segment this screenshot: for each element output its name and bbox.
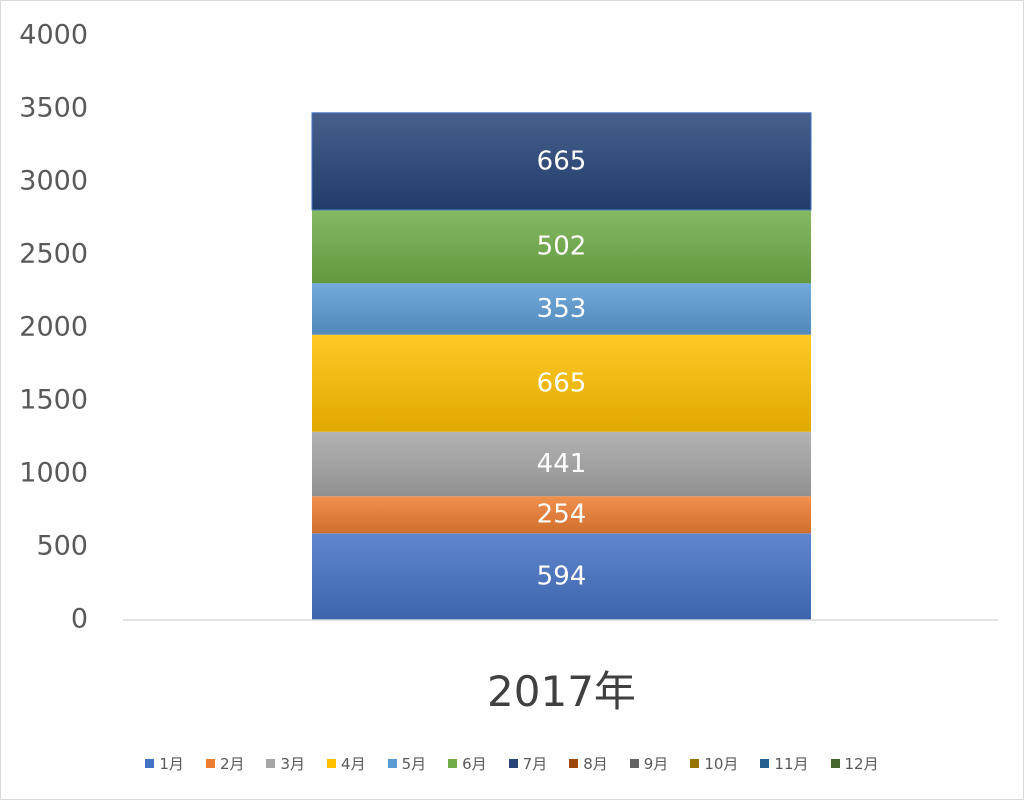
bar-segment-5月 — [312, 283, 811, 335]
data-label: 254 — [537, 500, 587, 530]
x-category-label: 2017年 — [487, 667, 636, 716]
chart-legend: 1月 2月 3月 4月 5月 6月 7月 8月 9月 10月 11月 12月 — [0, 748, 1024, 778]
legend-item: 10月 — [690, 753, 738, 774]
legend-label: 11月 — [774, 754, 809, 773]
legend-item: 11月 — [760, 753, 809, 774]
legend-label: 4月 — [341, 754, 366, 773]
bar-segment-4月 — [312, 334, 811, 432]
legend-item: 12月 — [830, 753, 879, 774]
legend-item: 9月 — [629, 753, 669, 774]
legend-label: 10月 — [704, 754, 739, 773]
legend-item: 5月 — [387, 753, 427, 774]
data-label: 441 — [537, 449, 587, 479]
legend-item: 1月 — [145, 753, 184, 774]
bar-segment-7月 — [311, 112, 812, 211]
legend-label: 6月 — [462, 754, 487, 773]
bar-segment-2月 — [312, 496, 811, 534]
y-tick-label: 3500 — [19, 93, 88, 124]
bar-segment-6月 — [312, 209, 811, 284]
x-axis: 2017年 — [487, 667, 636, 716]
legend-swatch — [830, 758, 840, 768]
legend-swatch — [266, 758, 276, 768]
y-tick-label: 1500 — [19, 385, 88, 416]
legend-label: 1月 — [159, 754, 184, 773]
bar-segment-3月 — [312, 431, 811, 497]
y-tick-label: 4000 — [19, 20, 88, 51]
y-tick-label: 0 — [71, 604, 88, 635]
legend-swatch — [327, 758, 337, 768]
legend-swatch — [760, 758, 770, 768]
legend-item: 4月 — [327, 753, 366, 774]
legend-label: 9月 — [643, 754, 669, 773]
legend-swatch — [690, 758, 700, 768]
legend-swatch — [569, 758, 579, 768]
legend-label: 5月 — [401, 754, 427, 773]
legend-label: 12月 — [844, 754, 879, 773]
legend-swatch — [448, 758, 458, 768]
y-tick-label: 2000 — [19, 312, 88, 343]
legend-item: 6月 — [448, 753, 487, 774]
legend-swatch — [205, 758, 215, 768]
y-axis: 0 500 1000 1500 2000 2500 3000 3500 4000 — [19, 20, 88, 635]
bar-segment-1月 — [312, 533, 811, 620]
y-tick-label: 3000 — [19, 166, 88, 197]
legend-swatch — [387, 758, 397, 768]
legend-label: 2月 — [219, 754, 245, 773]
legend-item: 2月 — [205, 753, 245, 774]
y-tick-label: 2500 — [19, 239, 88, 270]
data-label: 502 — [537, 232, 587, 262]
legend-swatch — [508, 758, 518, 768]
data-label: 665 — [537, 368, 587, 398]
legend-item: 7月 — [508, 753, 548, 774]
data-label: 665 — [537, 146, 587, 176]
legend-label: 8月 — [583, 754, 608, 773]
data-label: 594 — [537, 562, 587, 592]
legend-item: 3月 — [266, 753, 305, 774]
bar-stack: 594 254 441 665 353 502 665 — [311, 112, 812, 620]
y-tick-label: 500 — [36, 531, 88, 562]
legend-item: 8月 — [569, 753, 608, 774]
data-label: 353 — [537, 294, 587, 324]
legend-label: 7月 — [522, 754, 548, 773]
legend-label: 3月 — [280, 754, 306, 773]
legend-swatch — [629, 758, 639, 768]
legend-swatch — [145, 758, 155, 768]
y-tick-label: 1000 — [19, 458, 88, 489]
